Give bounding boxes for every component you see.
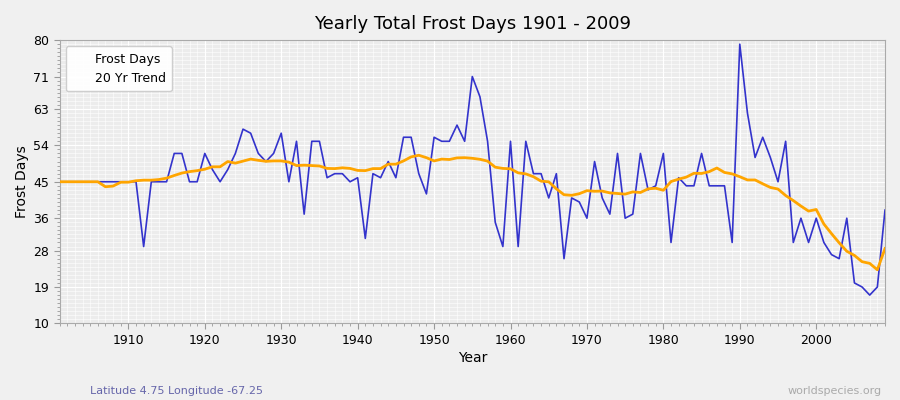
Line: Frost Days: Frost Days [59, 44, 885, 295]
Frost Days [498, 244, 508, 249]
Frost Days [505, 139, 516, 144]
20 Yr Trend [872, 267, 883, 272]
Frost Days [864, 293, 875, 298]
Y-axis label: Frost Days: Frost Days [15, 145, 29, 218]
Frost Days [284, 179, 294, 184]
Frost Days [115, 179, 126, 184]
20 Yr Trend [879, 246, 890, 251]
20 Yr Trend [329, 166, 340, 171]
20 Yr Trend [284, 160, 294, 164]
Frost Days [597, 196, 608, 200]
Frost Days [54, 179, 65, 184]
Legend: Frost Days, 20 Yr Trend: Frost Days, 20 Yr Trend [66, 46, 172, 91]
X-axis label: Year: Year [457, 351, 487, 365]
20 Yr Trend [505, 166, 516, 171]
Title: Yearly Total Frost Days 1901 - 2009: Yearly Total Frost Days 1901 - 2009 [314, 15, 631, 33]
20 Yr Trend [605, 190, 616, 195]
20 Yr Trend [413, 153, 424, 158]
20 Yr Trend [513, 170, 524, 175]
20 Yr Trend [54, 179, 65, 184]
Line: 20 Yr Trend: 20 Yr Trend [59, 155, 885, 270]
Frost Days [879, 208, 890, 212]
Text: Latitude 4.75 Longitude -67.25: Latitude 4.75 Longitude -67.25 [90, 386, 263, 396]
Text: worldspecies.org: worldspecies.org [788, 386, 882, 396]
Frost Days [734, 42, 745, 46]
20 Yr Trend [115, 180, 126, 185]
Frost Days [329, 171, 340, 176]
